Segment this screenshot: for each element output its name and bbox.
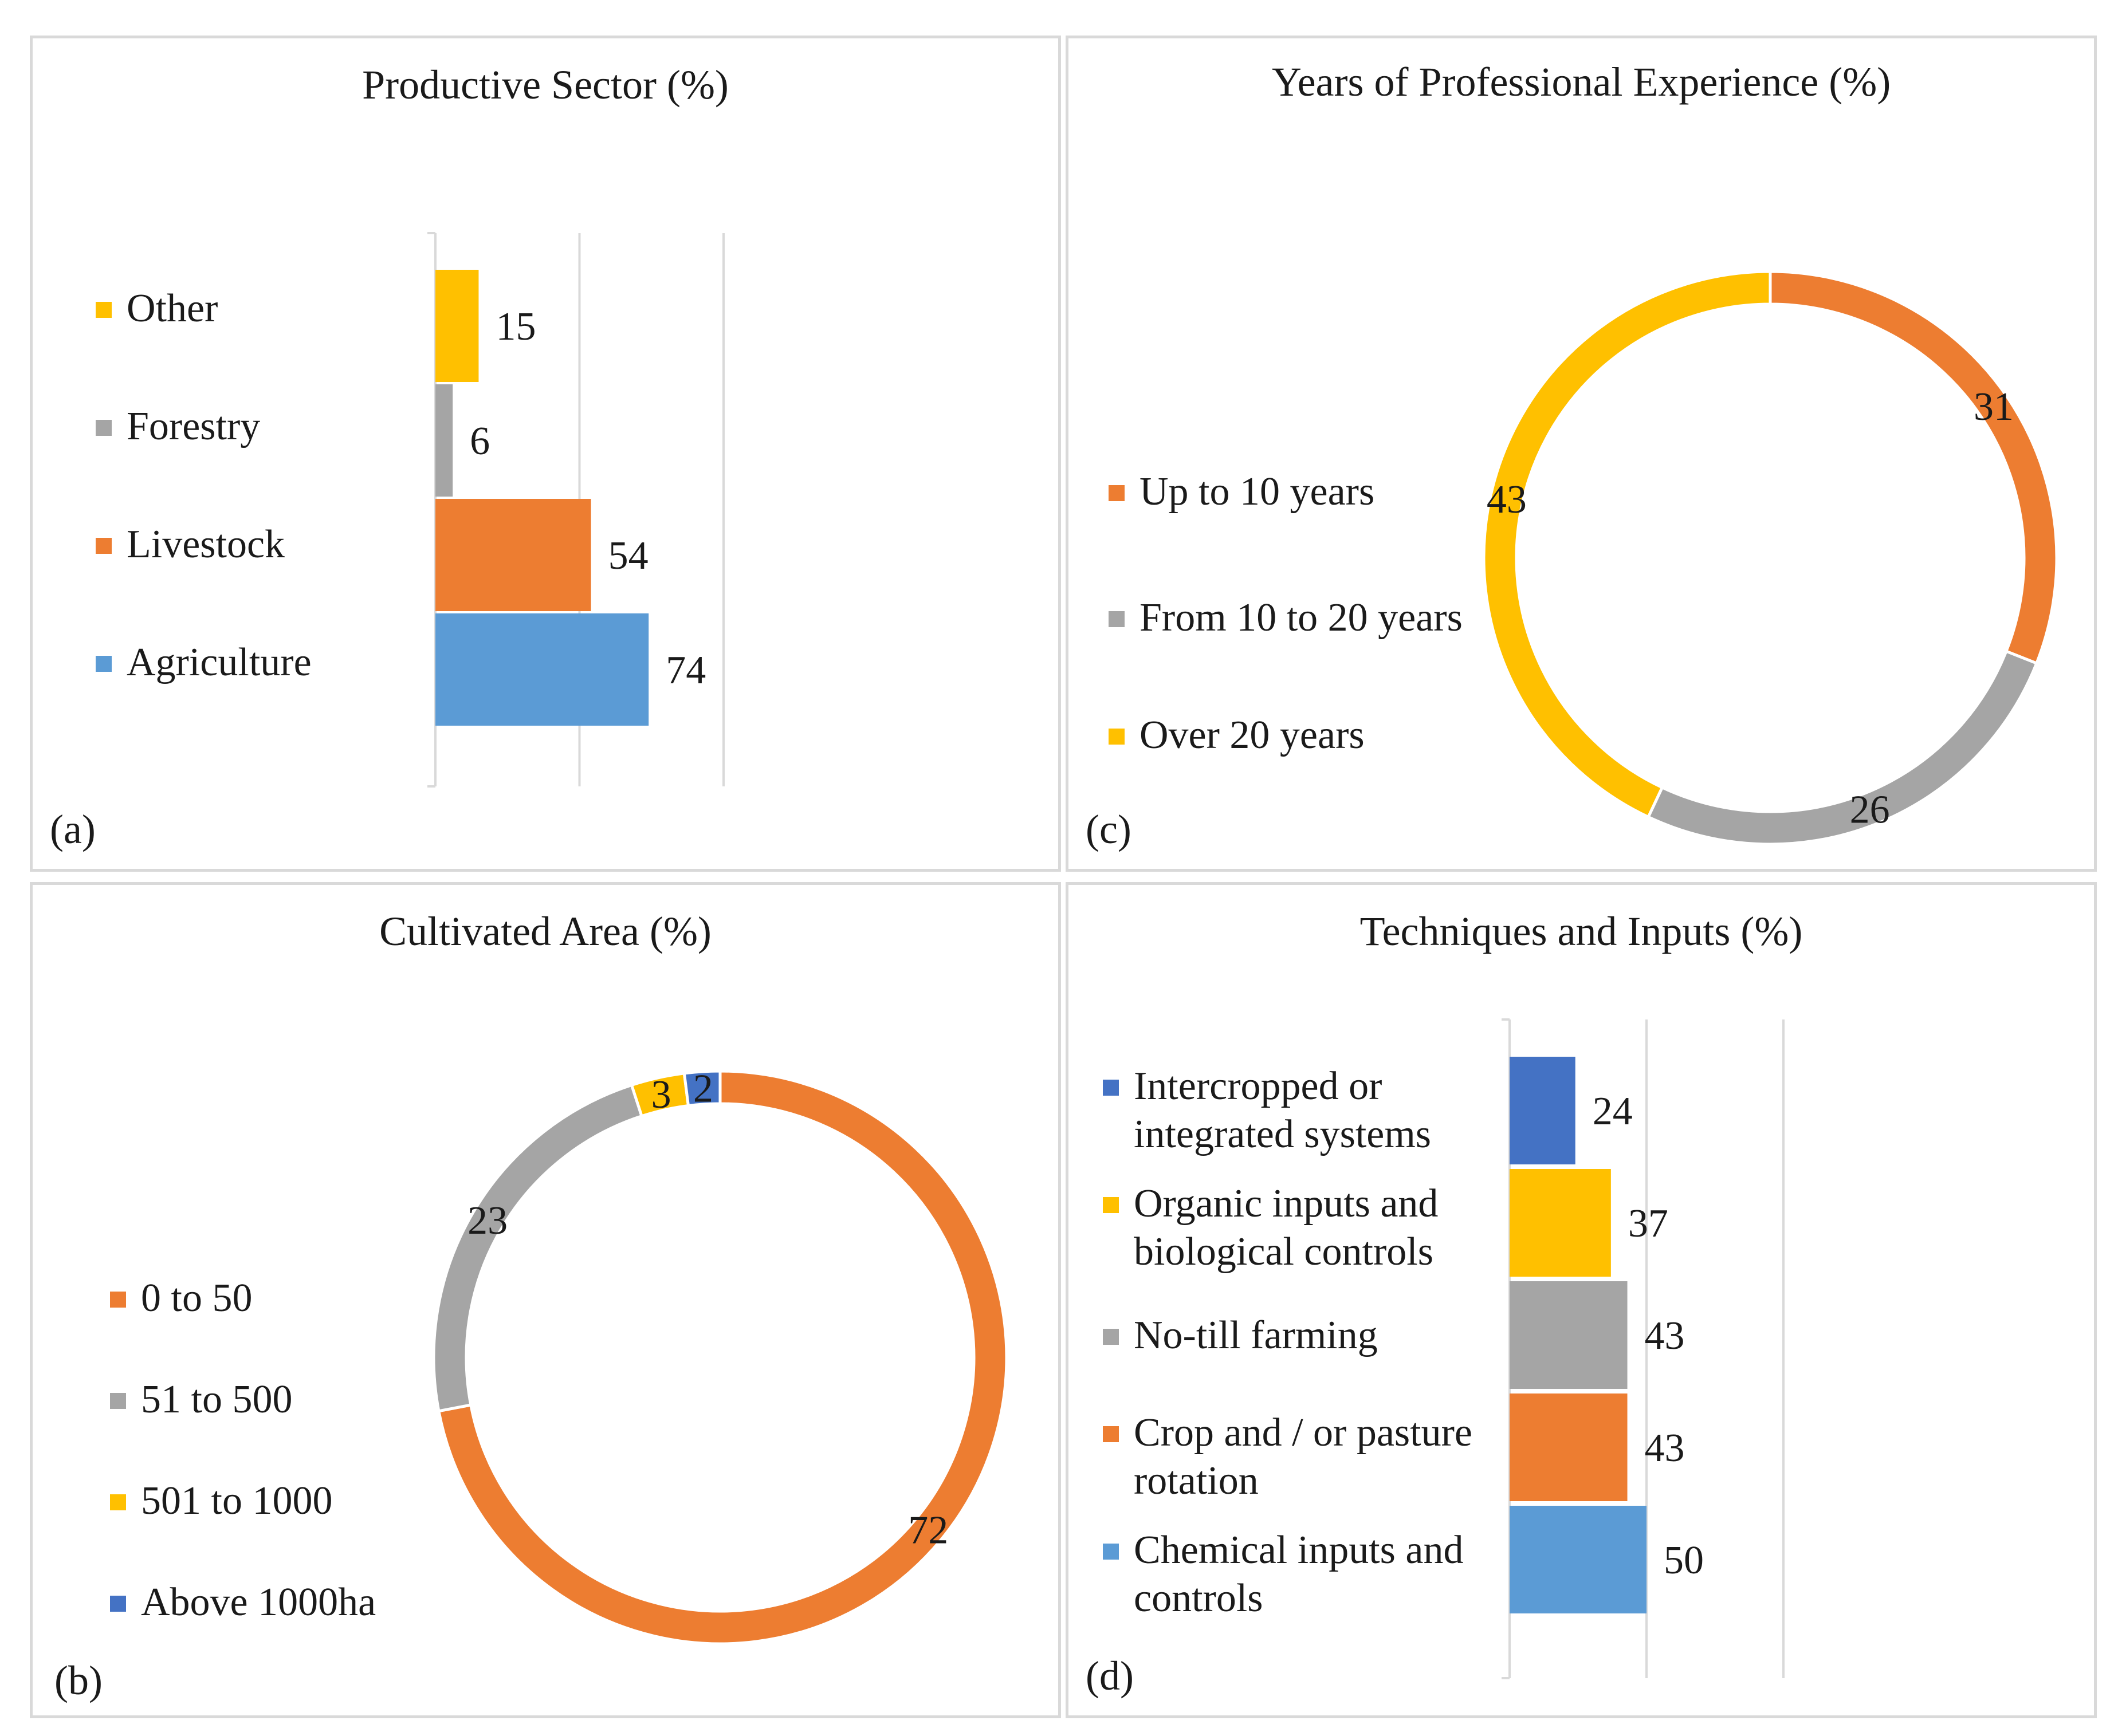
panel-cultivated-area: Cultivated Area (%) 0 to 50 51 to 500 50… [30,882,1061,1718]
legend-item-up-to-10: Up to 10 years [1109,468,1374,516]
legend-label: Up to 10 years [1139,470,1375,514]
donut-slice [437,1069,1008,1646]
legend-label: From 10 to 20 years [1139,596,1463,640]
legend-label: Livestock [127,522,285,566]
data-label: 26 [1850,788,1890,832]
bar [435,384,453,497]
data-label: 37 [1628,1202,1668,1246]
legend-label: 501 to 1000 [141,1479,333,1523]
legend-item-501-to-1000: 501 to 1000 [110,1477,332,1525]
legend-swatch [1109,485,1125,501]
chart-title: Years of Professional Experience (%) [1271,59,1891,105]
legend-label: Over 20 years [1139,713,1365,757]
legend-item-organic: Organic inputs and biological controls [1103,1180,1438,1276]
data-label: 74 [666,648,706,692]
donut-slice [682,1069,722,1108]
bar [435,270,479,382]
doughnut-chart-cultivated-area: 72 23 3 2 [432,1066,1008,1646]
legend-item-no-till: No-till farming [1103,1312,1378,1360]
data-label: 43 [1645,1314,1685,1358]
chart-title: Cultivated Area (%) [379,908,712,954]
legend-label: Crop and / or pasture rotation [1134,1411,1472,1503]
panel-letter: (d) [1086,1653,1134,1699]
data-label: 24 [1593,1089,1633,1133]
panel-letter: (a) [50,806,96,852]
legend-item-livestock: Livestock [96,521,285,569]
legend-item-0-to-50: 0 to 50 [110,1274,252,1322]
legend-label: Organic inputs and biological controls [1134,1182,1439,1274]
legend-label: Agriculture [127,640,312,684]
legend-item-forestry: Forestry [96,403,260,451]
data-label: 43 [1487,478,1527,522]
data-label: 54 [608,534,649,578]
legend-label: Other [127,286,218,330]
legend-swatch [1103,1426,1119,1442]
legend-item-over-20: Over 20 years [1109,711,1365,759]
bar [1510,1169,1611,1277]
chart-title: Productive Sector (%) [362,62,729,108]
donut-slice [1646,649,2039,846]
legend-item-51-to-500: 51 to 500 [110,1376,292,1424]
bar-chart-techniques-inputs: 24 37 43 43 50 [1502,1018,1785,1679]
donut-slice [432,1083,644,1413]
bar-chart-productive-sector: 15 6 54 74 [427,232,725,788]
donut-slice [1769,270,2058,666]
legend-swatch [1103,1197,1119,1213]
panel-techniques-inputs: Techniques and Inputs (%) Intercropped o… [1066,882,2097,1718]
legend-item-rotation: Crop and / or pasture rotation [1103,1409,1472,1505]
legend-swatch [110,1393,126,1409]
bar [1510,1506,1647,1613]
legend-item-agriculture: Agriculture [96,639,312,687]
data-label: 31 [1974,385,2014,429]
data-label: 6 [470,419,490,463]
panel-productive-sector: Productive Sector (%) Other Forestry Liv… [30,36,1061,872]
data-label: 2 [693,1066,713,1111]
legend-label: Above 1000ha [141,1580,376,1624]
data-label: 3 [651,1073,671,1117]
legend-item-other: Other [96,285,218,333]
bar [435,613,649,726]
legend-swatch [110,1292,126,1308]
panel-letter: (c) [1086,806,1131,852]
legend-swatch [110,1494,126,1510]
legend-label: No-till farming [1134,1313,1378,1357]
data-label: 15 [496,305,536,349]
bar [1510,1281,1628,1389]
legend-item-10-to-20: From 10 to 20 years [1109,594,1463,642]
legend-swatch [110,1596,126,1612]
legend-swatch [96,538,112,554]
bar [435,499,591,611]
legend-swatch [1103,1544,1119,1560]
bar [1510,1393,1628,1501]
legend-swatch [1109,729,1125,745]
data-label: 72 [908,1509,948,1553]
data-label: 23 [467,1199,508,1243]
legend-item-intercropped: Intercropped or integrated systems [1103,1062,1431,1159]
donut-slice [1482,270,1772,819]
legend-label: 51 to 500 [141,1377,293,1422]
legend-label: 0 to 50 [141,1276,253,1320]
legend-item-above-1000: Above 1000ha [110,1578,376,1627]
doughnut-chart-professional-experience: 31 26 43 [1482,270,2058,846]
panel-letter: (b) [54,1658,103,1703]
legend-label: Forestry [127,404,261,448]
bar [1510,1057,1575,1164]
data-label: 50 [1664,1538,1704,1583]
chart-title: Techniques and Inputs (%) [1359,908,1803,954]
legend-label: Intercropped or integrated systems [1134,1064,1432,1156]
panel-professional-experience: Years of Professional Experience (%) Up … [1066,36,2097,872]
legend-swatch [96,302,112,318]
legend-swatch [1103,1329,1119,1345]
legend-swatch [1109,611,1125,627]
legend-swatch [96,656,112,672]
legend-swatch [1103,1080,1119,1096]
legend-label: Chemical inputs and controls [1134,1528,1464,1620]
data-label: 43 [1645,1426,1685,1470]
legend-swatch [96,420,112,436]
legend-item-chemical: Chemical inputs and controls [1103,1526,1463,1623]
